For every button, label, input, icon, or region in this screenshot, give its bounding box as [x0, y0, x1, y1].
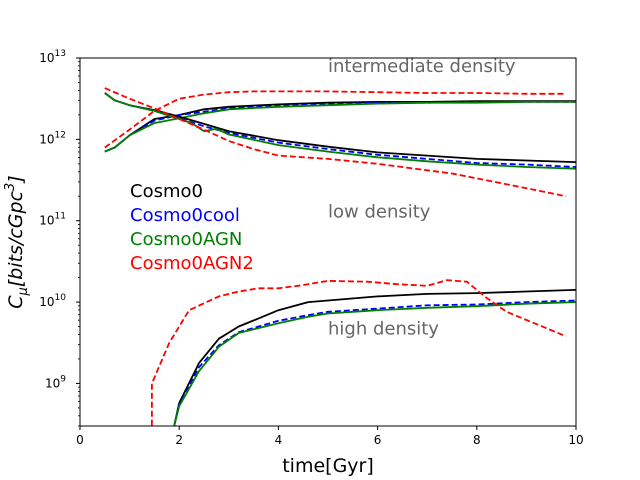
- legend-entry-cosmo0cool: Cosmo0cool: [130, 205, 240, 226]
- series-line-intermediate-cosmo0agn2: [104, 90, 567, 149]
- series-line-low-cosmo0agn2: [104, 87, 567, 198]
- y-axis-label-rest: [bits/cGpc: [5, 190, 27, 287]
- annotation-high: high density: [328, 319, 439, 340]
- series-line-low-cosmo0agn: [104, 92, 576, 170]
- series-layer: [104, 87, 576, 426]
- series-line-intermediate-cosmo0cool: [104, 101, 576, 153]
- x-tick-label: 0: [76, 433, 84, 447]
- series-line-high-cosmo0: [173, 289, 576, 426]
- annotation-intermediate: intermediate density: [328, 56, 516, 77]
- x-tick-label: 2: [175, 433, 183, 447]
- y-tick-label: 109: [45, 374, 66, 390]
- plot-frame: [79, 57, 577, 427]
- series-line-high-cosmo0cool: [173, 299, 576, 426]
- x-tick-label: 10: [568, 433, 583, 447]
- annotations: intermediate density low density high dens…: [328, 56, 516, 340]
- y-tick-label: 1012: [39, 130, 66, 146]
- series-line-intermediate-cosmo0agn: [104, 101, 576, 153]
- y-axis-label-sup: 3: [3, 183, 18, 191]
- y-axis-label-main: C: [5, 295, 27, 309]
- legend-entry-cosmo0agn2: Cosmo0AGN2: [130, 253, 254, 274]
- x-tick-label: 4: [275, 433, 283, 447]
- x-tick-label: 8: [473, 433, 481, 447]
- y-axis-ticks: 109 1010 1011 1012 1013: [39, 49, 80, 427]
- y-axis-label: Cμ[bits/cGpc3]: [3, 175, 31, 308]
- y-tick-label: 1013: [39, 49, 66, 65]
- x-axis-ticks: 0 2 4 6 8 10: [76, 426, 584, 447]
- y-tick-label: 1010: [39, 293, 66, 309]
- legend-entry-cosmo0agn: Cosmo0AGN: [130, 229, 242, 250]
- y-axis-label-end: ]: [5, 175, 27, 183]
- x-tick-label: 6: [374, 433, 382, 447]
- series-line-high-cosmo0agn2: [150, 279, 567, 426]
- y-tick-label: 1011: [39, 212, 66, 228]
- series-line-intermediate-cosmo0: [104, 100, 576, 153]
- legend-entry-cosmo0: Cosmo0: [130, 181, 203, 202]
- x-axis-label: time[Gyr]: [282, 455, 374, 477]
- legend: Cosmo0 Cosmo0cool Cosmo0AGN Cosmo0AGN2: [130, 181, 254, 274]
- series-line-high-cosmo0agn: [173, 301, 576, 426]
- y-axis-label-sub: μ: [16, 287, 31, 296]
- annotation-low: low density: [328, 201, 431, 222]
